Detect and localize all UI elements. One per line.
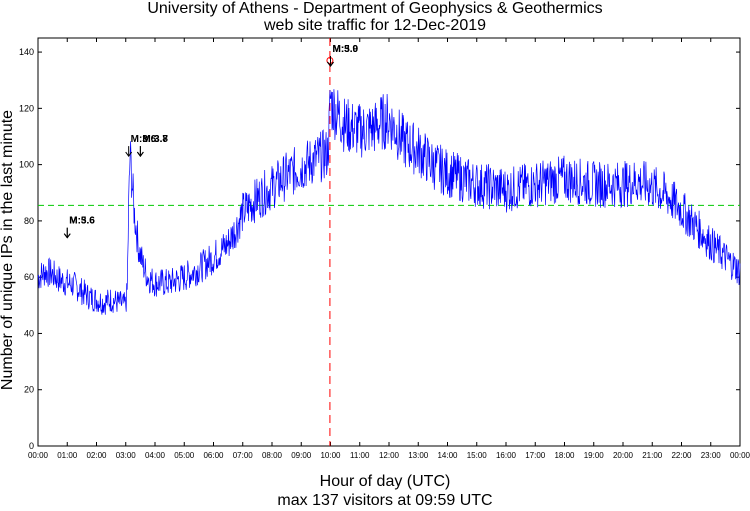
x-tick-label: 03:00 — [116, 451, 137, 460]
x-tick-label: 10:00 — [320, 451, 341, 460]
earthquake-annotation: M:3.6 — [131, 134, 157, 145]
x-tick-label: 19:00 — [584, 451, 605, 460]
x-tick-label: 04:00 — [145, 451, 166, 460]
y-tick-label: 20 — [24, 385, 34, 395]
earthquake-annotation: M:5.6 — [69, 216, 95, 227]
x-tick-label: 09:00 — [291, 451, 312, 460]
x-tick-label: 13:00 — [408, 451, 429, 460]
annotation-arrow-head — [125, 151, 133, 157]
x-tick-label: 00:00 — [730, 451, 750, 460]
y-tick-label: 0 — [29, 441, 34, 451]
chart-title: University of Athens - Department of Geo… — [147, 0, 603, 17]
chart-subtitle: web site traffic for 12-Dec-2019 — [263, 17, 487, 34]
x-tick-label: 20:00 — [613, 451, 634, 460]
x-tick-label: 02:00 — [86, 451, 107, 460]
y-tick-label: 140 — [19, 47, 34, 57]
x-tick-label: 01:00 — [57, 451, 78, 460]
x-axis-label: Hour of day (UTC) — [319, 473, 451, 490]
x-tick-label: 11:00 — [350, 451, 370, 460]
max-point-marker — [326, 57, 334, 65]
x-tick-label: 15:00 — [467, 451, 488, 460]
earthquake-annotation: M:3.6 — [69, 216, 95, 227]
y-tick-label: 80 — [24, 216, 34, 226]
x-tick-label: 12:00 — [379, 451, 400, 460]
plot-area — [37, 37, 741, 447]
x-tick-label: 21:00 — [642, 451, 663, 460]
x-tick-label: 00:00 — [28, 451, 49, 460]
annotation-arrow-head — [63, 233, 71, 239]
max-visitors-caption: max 137 visitors at 09:59 UTC — [277, 492, 493, 509]
x-tick-label: 05:00 — [174, 451, 195, 460]
x-tick-label: 23:00 — [701, 451, 722, 460]
x-tick-label: 07:00 — [233, 451, 254, 460]
earthquake-annotation: M:3.9 — [333, 44, 359, 55]
y-tick-label: 120 — [19, 103, 34, 113]
y-axis-label: Number of unique IPs in the last minute — [0, 109, 16, 391]
x-tick-label: 08:00 — [262, 451, 283, 460]
annotation-arrow-head — [136, 151, 144, 157]
earthquake-annotation: M:3.8 — [142, 134, 168, 145]
x-tick-label: 17:00 — [525, 451, 546, 460]
series-line-visitors — [37, 89, 741, 315]
y-tick-label: 100 — [19, 160, 34, 170]
x-tick-label: 22:00 — [671, 451, 692, 460]
earthquake-annotation: M:3.7 — [142, 134, 168, 145]
y-tick-label: 60 — [24, 272, 34, 282]
annotation-arrow-head — [327, 61, 334, 67]
x-tick-label: 16:00 — [496, 451, 517, 460]
x-tick-label: 14:00 — [437, 451, 458, 460]
line-chart: 0 20 40 60 80 100 120 140 00:00 01:00 02:00 03:00 04… — [19, 37, 750, 460]
x-tick-label: 06:00 — [203, 451, 224, 460]
y-tick-label: 40 — [24, 328, 34, 338]
x-tick-label: 18:00 — [554, 451, 575, 460]
earthquake-annotation: M:5.0 — [333, 44, 359, 55]
